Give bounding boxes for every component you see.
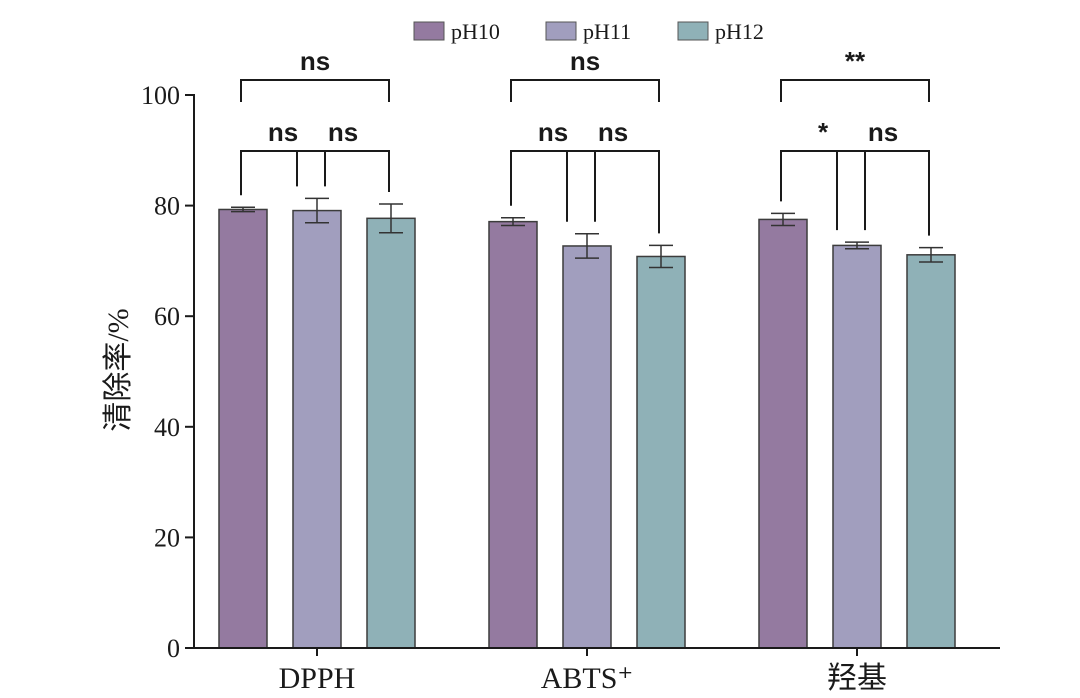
legend-swatch-ph12 [677, 21, 709, 41]
y-tick-label: 100 [141, 81, 180, 110]
significance-label: ** [845, 46, 866, 76]
bar-ph10 [218, 208, 268, 649]
significance-label: ns [300, 46, 330, 76]
significance-bracket [240, 150, 326, 196]
y-tick-label: 20 [154, 523, 180, 552]
legend-swatch-ph11 [545, 21, 577, 41]
x-axis: DPPH ABTS⁺ 羟基 [194, 647, 1000, 695]
x-tick-label: DPPH [279, 662, 356, 695]
y-tick-label: 80 [154, 192, 180, 221]
x-tick-label: ABTS⁺ [541, 662, 634, 695]
bar-ph12 [906, 254, 956, 649]
significance-label: ns [598, 117, 628, 147]
y-axis: 0 20 40 60 80 100 [141, 81, 195, 663]
bar-ph11 [292, 209, 342, 649]
significance-bracket [780, 150, 866, 231]
significance-label: * [818, 117, 829, 147]
significance-label: ns [570, 46, 600, 76]
significance-bracket [836, 150, 930, 236]
y-axis-label: 清除率/% [102, 308, 135, 431]
significance-bracket [510, 79, 660, 102]
significance-bracket [566, 150, 660, 234]
significance-label: ns [268, 117, 298, 147]
significance-bracket [510, 150, 596, 222]
bars [218, 208, 956, 649]
y-tick-label: 0 [167, 634, 180, 663]
bar-ph12 [636, 255, 686, 649]
bar-ph11 [562, 245, 612, 649]
y-tick-label: 60 [154, 302, 180, 331]
bar-ph12 [366, 217, 416, 649]
x-tick-label: 羟基 [827, 662, 887, 695]
bar-ph11 [832, 244, 882, 649]
bar-ph10 [758, 218, 808, 649]
y-tick-label: 40 [154, 413, 180, 442]
significance-bracket [780, 79, 930, 102]
significance-bracket [240, 79, 390, 102]
significance-label: ns [538, 117, 568, 147]
significance-label: ns [868, 117, 898, 147]
legend-label-ph12: pH12 [715, 19, 764, 44]
legend: pH10 pH11 pH12 [413, 19, 764, 44]
legend-label-ph10: pH10 [451, 19, 500, 44]
error-bars [231, 197, 943, 269]
bar-ph10 [488, 220, 538, 649]
legend-label-ph11: pH11 [583, 19, 631, 44]
significance-bracket [296, 150, 390, 192]
significance-label: ns [328, 117, 358, 147]
legend-swatch-ph10 [413, 21, 445, 41]
